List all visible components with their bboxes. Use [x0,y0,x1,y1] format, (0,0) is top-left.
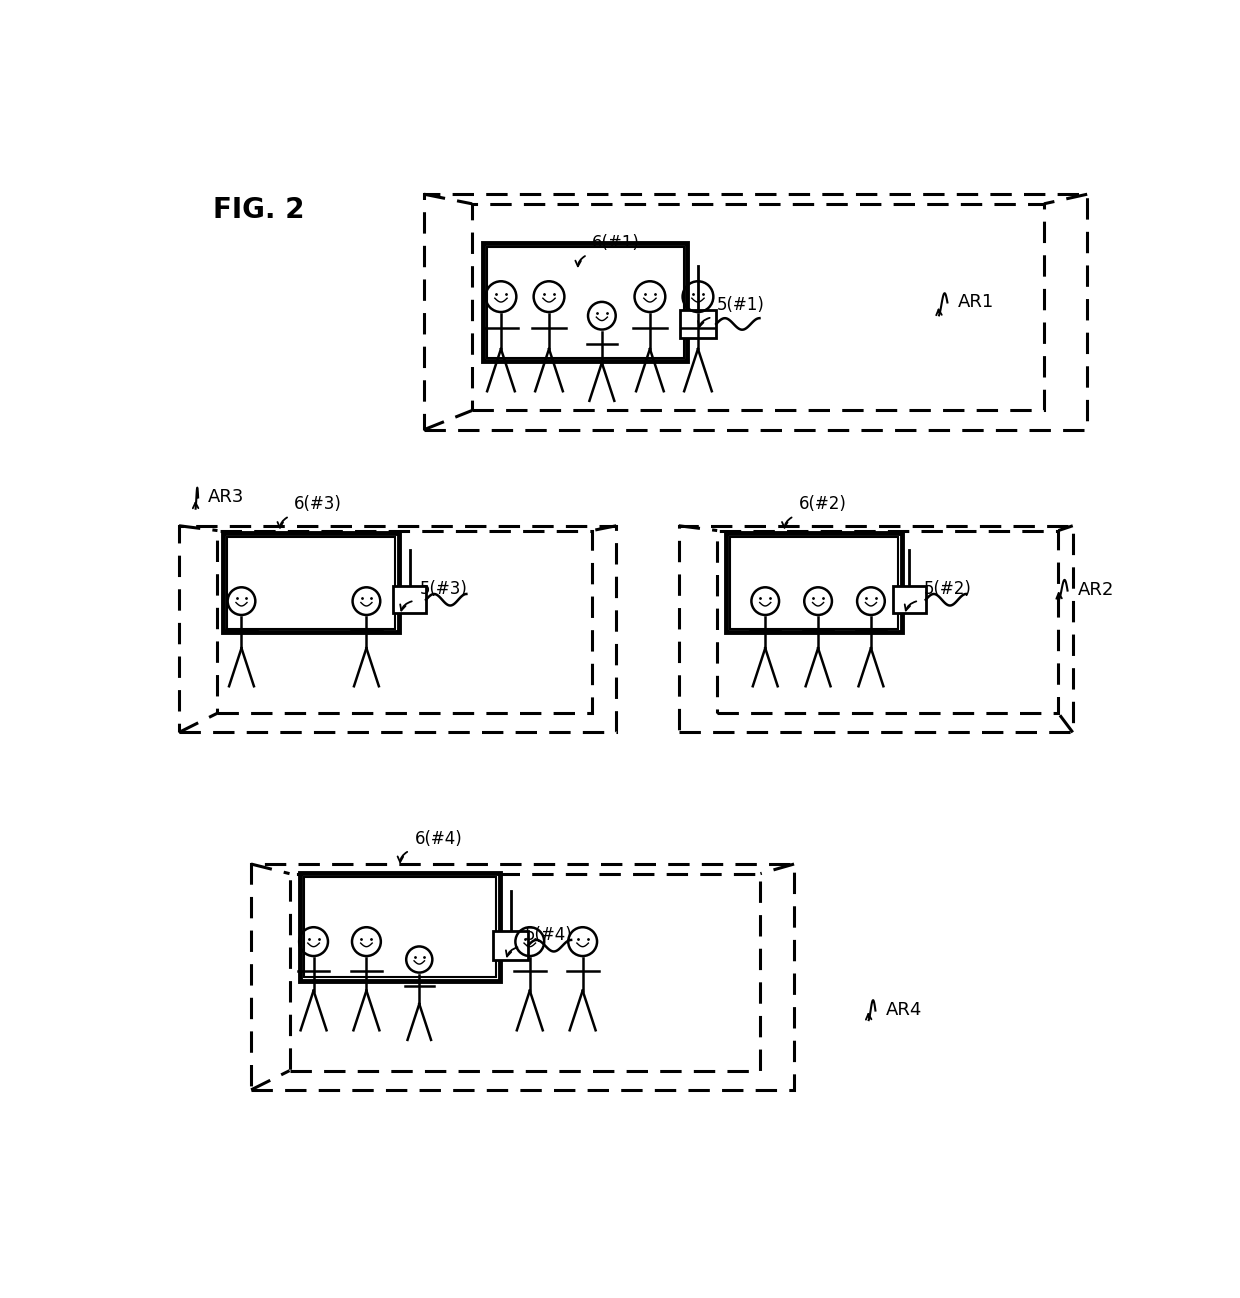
Bar [217,531,593,713]
Bar [725,533,901,632]
Bar [179,526,616,732]
Text: 6(#3): 6(#3) [294,496,342,513]
Bar [486,247,683,357]
Text: AR1: AR1 [957,293,993,310]
Bar [482,243,687,361]
Bar [729,537,898,628]
Bar [290,874,760,1071]
Bar [494,931,528,961]
Text: 6(#2): 6(#2) [799,496,847,513]
Bar [227,537,396,628]
Text: 6(#1): 6(#1) [593,234,640,252]
Text: AR3: AR3 [208,488,244,506]
Bar [393,587,427,613]
Text: 6(#4): 6(#4) [414,829,463,848]
Text: AR4: AR4 [885,1001,921,1019]
Text: 5(#4): 5(#4) [525,925,573,944]
Bar [472,204,1044,410]
Bar [424,195,1087,430]
Text: 5(#3): 5(#3) [419,580,467,598]
Text: AR2: AR2 [1078,582,1114,600]
Bar [717,531,1058,713]
Bar [893,587,926,613]
Bar [223,533,399,632]
Bar [680,309,717,339]
Text: 5(#2): 5(#2) [924,580,972,598]
Text: FIG. 2: FIG. 2 [213,196,304,225]
Bar [300,872,500,981]
Bar [250,864,794,1090]
Text: 5(#1): 5(#1) [717,296,765,314]
Bar [304,876,496,977]
Bar [678,526,1073,732]
